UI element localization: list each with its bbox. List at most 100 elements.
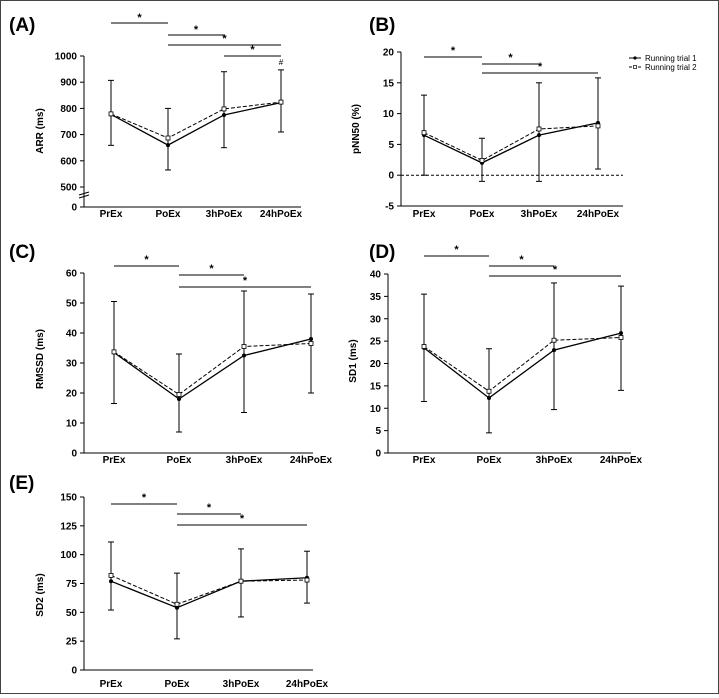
panel-e: (E) 25 50 75 100 125 150 0 SD2 (ms) PrEx PoEx 3hPoE… [9, 473, 329, 690]
significance-marker: * [137, 12, 142, 24]
panel-letter: (E) [9, 473, 34, 494]
x-tick-label: 24hPoEx [577, 209, 620, 220]
series-line-trial-2 [113, 343, 312, 396]
y-tick-label: 1000 [55, 52, 78, 63]
panel-d: (D) 0 5 10 15 20 25 30 35 40 SD1 (ms) PrEx PoEx 3hPoE… [348, 242, 643, 466]
y-tick-label: 20 [66, 389, 78, 400]
legend-entry: Running trial 1 [645, 54, 697, 63]
y-tick-label: 700 [60, 130, 77, 141]
y-tick-label: 25 [370, 337, 382, 348]
y-tick-label: 15 [383, 78, 395, 89]
panel-letter: (D) [369, 242, 395, 263]
x-tick-label: PoEx [155, 209, 180, 220]
series-line-trial-1 [110, 577, 308, 609]
data-point-trial-1 [309, 337, 313, 341]
data-point-trial-2 [304, 577, 310, 583]
panel-b: (B) -5 0 5 10 15 20 pNN50 (%) PrEx PoEx 3hPoEx 24hP… [351, 15, 697, 220]
y-tick-label-zero: 0 [71, 203, 77, 214]
y-tick-label: 20 [370, 359, 382, 370]
significance-marker: * [194, 24, 199, 36]
data-point-trial-2 [421, 130, 427, 136]
data-point-trial-2 [241, 344, 247, 349]
significance-marker: * [243, 275, 248, 287]
y-tick-label: 600 [60, 156, 77, 167]
data-point-trial-1 [175, 605, 179, 610]
panel-letter: (C) [9, 242, 35, 263]
y-axis-label: SD1 (ms) [348, 339, 359, 382]
y-axis-label: SD2 (ms) [35, 573, 46, 616]
data-point-trial-1 [552, 348, 556, 353]
data-point-trial-2 [479, 158, 485, 163]
x-tick-label: PoEx [476, 455, 501, 466]
y-tick-label: -5 [385, 202, 394, 213]
axis-break-mark [78, 191, 90, 196]
data-point-trial-2 [174, 601, 180, 607]
x-tick-label: 24hPoEx [260, 209, 303, 220]
significance-marker: * [250, 44, 255, 56]
x-tick-label: PrEx [413, 209, 436, 220]
panel-letter: (B) [369, 15, 395, 36]
y-tick-label: 0 [388, 171, 394, 182]
legend-marker [633, 65, 637, 69]
data-point-trial-2 [108, 573, 114, 578]
data-point-trial-2 [536, 126, 542, 132]
series-line-trial-2 [110, 574, 308, 605]
y-tick-label: 60 [66, 269, 78, 280]
x-tick-label: 3hPoEx [521, 209, 558, 220]
y-tick-label: 10 [383, 109, 395, 120]
significance-marker: * [519, 254, 524, 266]
data-point-trial-2 [308, 341, 314, 346]
y-tick-label: 10 [66, 419, 78, 430]
y-tick-label: 100 [60, 550, 77, 561]
x-tick-label: PrEx [100, 209, 123, 220]
significance-marker: * [454, 244, 459, 256]
data-point-trial-1 [537, 133, 541, 138]
y-tick-label: 35 [370, 292, 382, 303]
significance-marker: * [508, 52, 513, 64]
x-tick-label: PrEx [100, 679, 123, 690]
data-point-trial-1 [487, 395, 491, 400]
x-tick-label: 3hPoEx [536, 455, 573, 466]
significance-marker: * [451, 45, 456, 57]
y-tick-label: 25 [66, 637, 78, 648]
y-tick-label: 30 [370, 314, 382, 325]
x-tick-label: PrEx [103, 455, 126, 466]
significance-marker: * [553, 264, 558, 276]
y-axis-label: RMSSD (ms) [35, 329, 46, 389]
series-line-trial-1 [423, 332, 622, 399]
data-point-trial-1 [109, 579, 113, 584]
y-tick-label: 10 [370, 404, 382, 415]
data-point-trial-2 [165, 135, 171, 141]
data-point-trial-1 [177, 397, 181, 401]
data-point-trial-2 [595, 123, 601, 129]
significance-marker: * [142, 492, 147, 504]
series-line-trial-2 [423, 337, 622, 392]
data-point-trial-2 [486, 388, 492, 394]
y-tick-label: 75 [66, 579, 78, 590]
series-line-trial-1 [113, 338, 312, 400]
significance-marker: * [240, 513, 245, 525]
data-point-trial-1 [222, 112, 226, 117]
y-tick-label: 800 [60, 104, 77, 115]
hash-marker: # [279, 58, 284, 67]
significance-marker: * [144, 254, 149, 266]
panel-c: (C) 10 20 30 40 50 60 0 RMSSD (ms) PrEx PoEx 3hPoEx… [9, 242, 333, 466]
panel-a: (A) 500 600 700 800 900 1000 0 ARR (ms) PrEx PoEx 3… [9, 12, 303, 220]
y-tick-label: 5 [375, 426, 381, 437]
x-tick-label: 3hPoEx [223, 679, 260, 690]
significance-marker: * [209, 263, 214, 275]
y-axis-label: ARR (ms) [35, 108, 46, 154]
data-point-trial-2 [551, 337, 557, 343]
x-tick-label: PoEx [469, 209, 494, 220]
series-line-trial-1 [110, 102, 282, 146]
series-line-trial-2 [423, 125, 599, 161]
data-point-trial-2 [111, 349, 117, 355]
axis-break-mark [78, 194, 90, 199]
data-point-trial-1 [242, 353, 246, 358]
y-tick-label: 30 [66, 359, 78, 370]
significance-marker: * [222, 33, 227, 45]
data-point-trial-2 [176, 392, 182, 397]
data-point-trial-1 [619, 331, 623, 336]
